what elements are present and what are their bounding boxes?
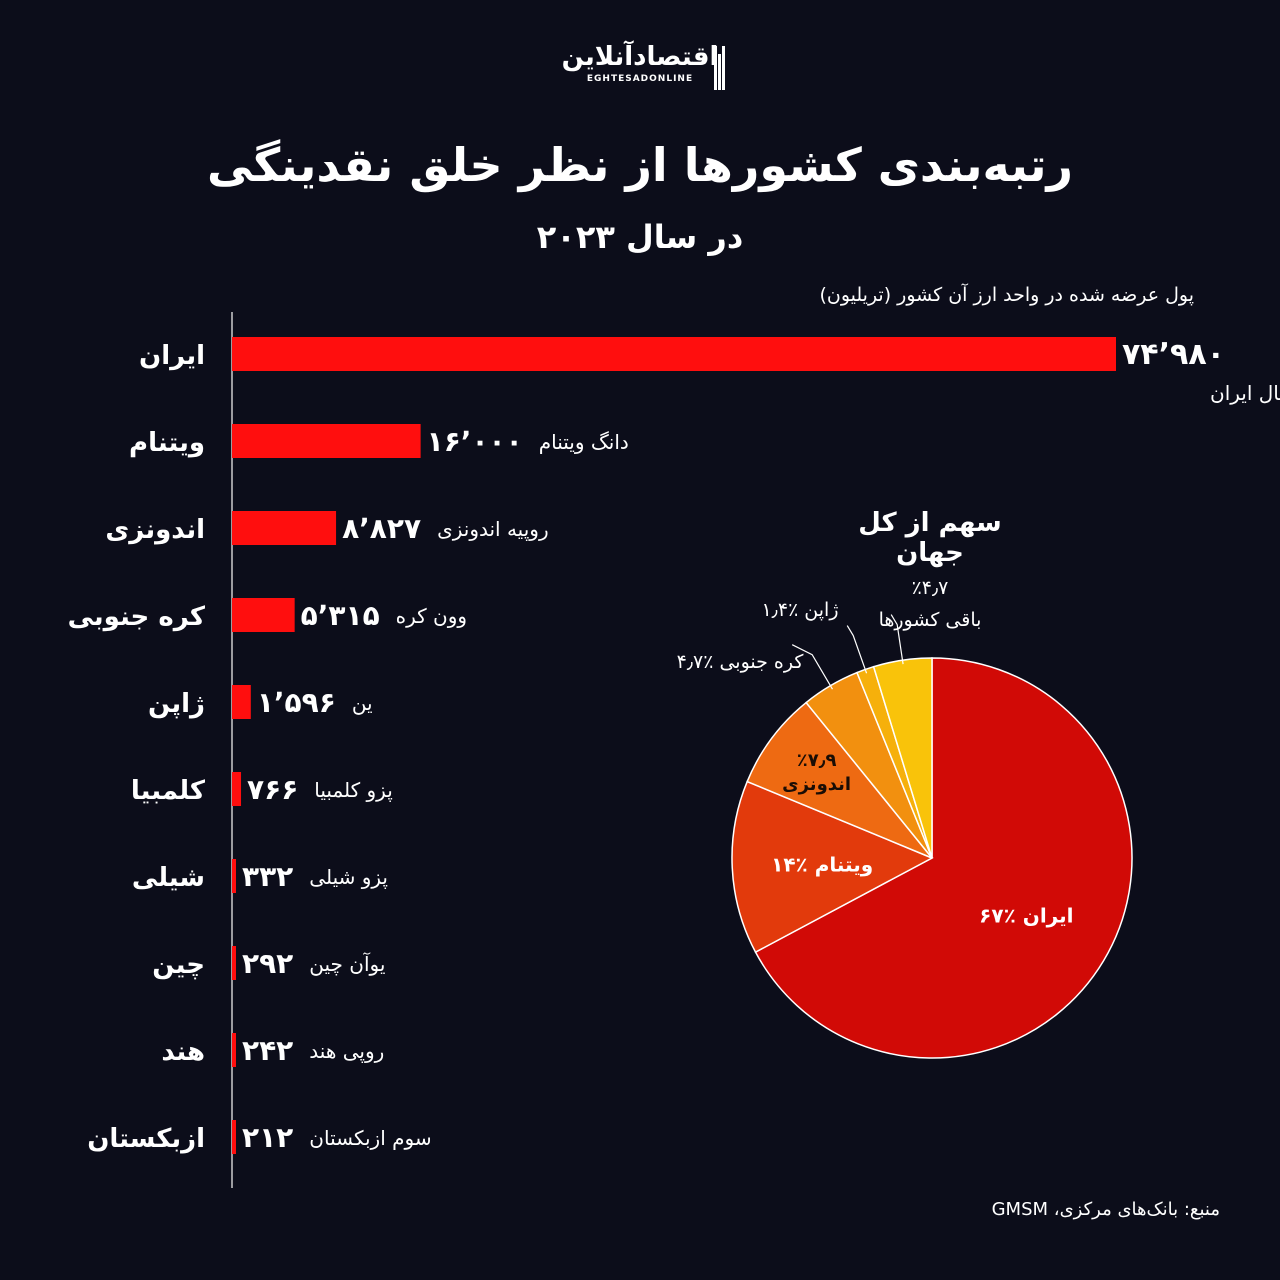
pie-leader-line (791, 644, 834, 690)
bar-category-label: ژاپن (148, 689, 205, 719)
brand-logo: اقتصادآنلاین EGHTESADONLINE (560, 42, 725, 98)
bar-currency-label: روپی هند (309, 1039, 384, 1064)
bar-currency-label: ریال ایران (1210, 381, 1280, 405)
bar-3 (232, 598, 295, 632)
bar-value-label: ۱۶٬۰۰۰ (427, 425, 523, 458)
pie-slice-0 (754, 657, 1133, 1059)
bar-category-label: ویتنام (129, 428, 205, 458)
bar-value-label: ۱٬۵۹۶ (257, 686, 336, 719)
bar-category-label: کره جنوبی (68, 602, 206, 632)
bar-category-label: کلمبیا (131, 776, 206, 806)
pie-value-label: ٪۴٫۷ (912, 577, 949, 599)
pie-leader-line (846, 625, 868, 674)
bar-value-label: ۲۴۲ (242, 1034, 293, 1067)
pie-label: باقی کشورها (879, 609, 982, 631)
pie-label: ژاپن ٪۱٫۴ (761, 599, 838, 621)
bar-value-label: ۷۴٬۹۸۰ (1122, 337, 1225, 372)
pie-value-label: ٪۷٫۹ (797, 750, 837, 771)
bar-1 (232, 424, 421, 458)
bar-category-label: هند (161, 1037, 205, 1067)
bar-currency-label: روپیه اندونزی (437, 517, 549, 542)
bar-currency-label: یوآن چین (309, 951, 385, 976)
source-note: منبع: بانک‌های مرکزی، GMSM (991, 1199, 1220, 1220)
bar-currency-label: دانگ ویتنام (539, 430, 629, 454)
bar-value-label: ۲۱۲ (242, 1121, 293, 1154)
bar-value-label: ۳۳۲ (242, 860, 293, 893)
bar-category-label: شیلی (132, 863, 205, 893)
pie-label: اندونزی (782, 774, 851, 795)
bar-value-label: ۸٬۸۲۷ (342, 512, 421, 545)
pie-slice-2 (746, 701, 933, 859)
pie-title: سهم از کل جهان (858, 508, 1002, 568)
bar-4 (232, 685, 251, 719)
bar-currency-label: سوم ازبکستان (309, 1126, 431, 1150)
pie-label: ویتنام ٪۱۴ (771, 852, 873, 876)
bar-currency-label: پزو شیلی (309, 865, 388, 890)
bar-category-label: اندونزی (105, 515, 205, 545)
logo-bars-icon (712, 46, 726, 90)
bar-value-label: ۵٬۳۱۵ (301, 599, 380, 632)
bar-value-label: ۷۶۶ (247, 773, 298, 806)
bar-category-label: چین (152, 950, 205, 980)
pie-leader-line (890, 614, 904, 665)
bar-currency-label: وون کره (396, 604, 467, 628)
logo-persian: اقتصادآنلاین (561, 42, 720, 72)
bar-value-label: ۲۹۲ (242, 947, 293, 980)
logo-english: EGHTESADONLINE (586, 74, 694, 84)
bar-category-label: ایران (139, 341, 205, 371)
bar-6 (232, 859, 236, 893)
bar-5 (232, 772, 242, 806)
page-subtitle: در سال ۲۰۲۳ (536, 218, 744, 256)
bar-currency-label: ین (352, 691, 373, 715)
bar-2 (232, 511, 337, 545)
bar-0 (232, 337, 1116, 371)
bar-currency-label: پزو کلمبیا (314, 778, 393, 803)
bar-7 (232, 946, 236, 980)
pie-label: ایران ٪۶۷ (979, 904, 1073, 928)
page-title: رتبه‌بندی کشورها از نظر خلق نقدینگی (207, 138, 1073, 192)
pie-slice-1 (731, 780, 934, 954)
bar-9 (232, 1120, 236, 1154)
bar-8 (232, 1033, 236, 1067)
unit-note: پول عرضه شده در واحد ارز آن کشور (تریلیو… (819, 284, 1194, 306)
pie-label: کره جنوبی ٪۴٫۷ (677, 651, 805, 673)
bar-category-label: ازبکستان (87, 1124, 205, 1154)
